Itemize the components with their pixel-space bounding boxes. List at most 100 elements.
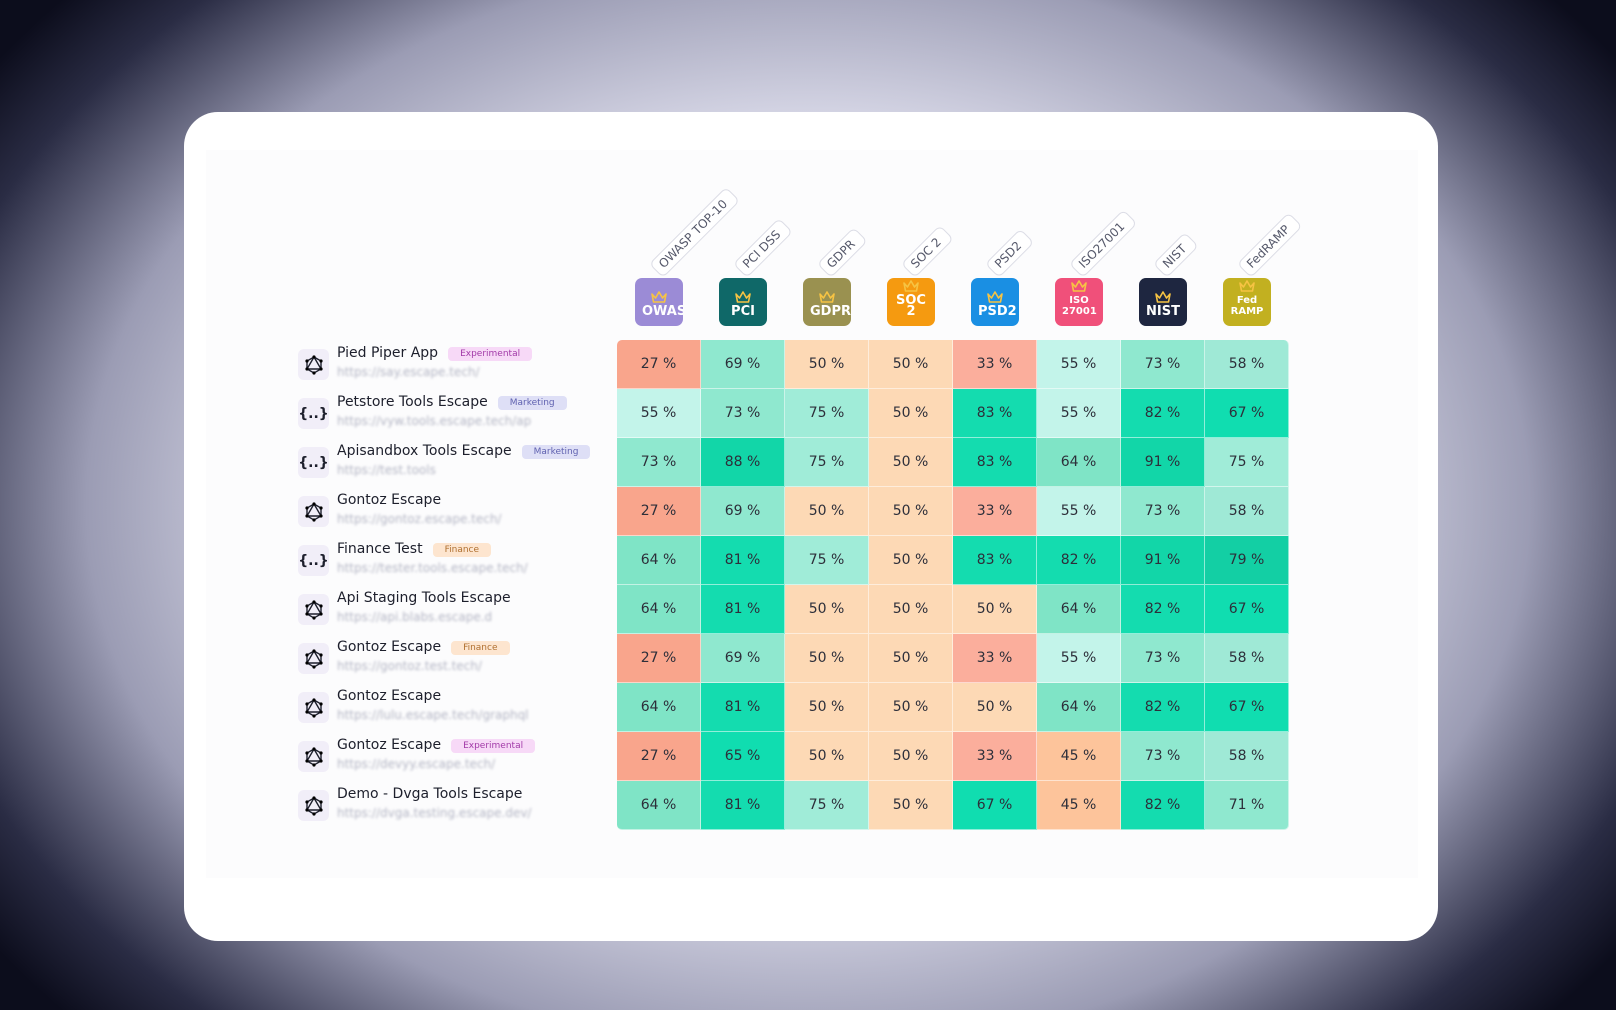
score-cell: 71 %	[1205, 781, 1289, 830]
score-cell: 67 %	[953, 781, 1037, 830]
score-cell: 50 %	[869, 683, 953, 732]
framework-icon: GDPR	[803, 278, 851, 326]
score-cell: 79 %	[1205, 536, 1289, 585]
score-cell: 50 %	[869, 438, 953, 487]
app-name[interactable]: Api Staging Tools Escape	[337, 590, 511, 606]
app-url: https://devyy.escape.tech/	[337, 757, 496, 771]
app-tag: Marketing	[497, 396, 567, 410]
framework-icon: PSD2	[971, 278, 1019, 326]
framework-icon: ISO 27001	[1055, 278, 1103, 326]
score-cell: 82 %	[1121, 683, 1205, 732]
score-cell: 50 %	[953, 683, 1037, 732]
framework-icon: OWASP	[635, 278, 683, 326]
score-cell: 33 %	[953, 732, 1037, 781]
score-cell: 55 %	[1037, 340, 1121, 389]
score-cell: 50 %	[869, 487, 953, 536]
framework-icon-text: ISO 27001	[1062, 295, 1097, 317]
score-cell: 73 %	[1121, 732, 1205, 781]
score-cell: 50 %	[869, 781, 953, 830]
score-cell: 27 %	[617, 732, 701, 781]
score-cell: 58 %	[1205, 634, 1289, 683]
score-cell: 67 %	[1205, 585, 1289, 634]
score-cell: 58 %	[1205, 487, 1289, 536]
app-url: https://lulu.escape.tech/graphql	[337, 708, 529, 722]
app-icon: {..}	[298, 545, 329, 576]
app-name[interactable]: Gontoz Escape	[337, 492, 442, 508]
app-tag: Marketing	[521, 445, 591, 459]
app-icon: {..}	[298, 398, 329, 429]
score-cell: 45 %	[1037, 781, 1121, 830]
app-name[interactable]: Demo - Dvga Tools Escape	[337, 786, 523, 802]
framework-icon-text: NIST	[1146, 304, 1180, 319]
score-cell: 75 %	[1205, 438, 1289, 487]
score-cell: 64 %	[1037, 438, 1121, 487]
score-cell: 83 %	[953, 389, 1037, 438]
score-cell: 50 %	[869, 585, 953, 634]
app-icon	[298, 496, 329, 527]
app-url: https://tester.tools.escape.tech/	[337, 561, 528, 575]
framework-icon-text: OWASP	[642, 304, 683, 319]
framework-icon: NIST	[1139, 278, 1187, 326]
framework-icon: SOC 2	[887, 278, 935, 326]
score-cell: 64 %	[617, 683, 701, 732]
score-cell: 83 %	[953, 438, 1037, 487]
score-cell: 64 %	[617, 781, 701, 830]
score-cell: 81 %	[701, 683, 785, 732]
score-cell: 50 %	[785, 732, 869, 781]
app-icon	[298, 594, 329, 625]
score-cell: 73 %	[1121, 487, 1205, 536]
score-cell: 50 %	[953, 585, 1037, 634]
app-name[interactable]: Gontoz Escape	[337, 639, 442, 655]
app-name[interactable]: Apisandbox Tools Escape	[337, 443, 512, 459]
app-tag: Finance	[451, 641, 510, 655]
framework-icon-text: SOC 2	[896, 293, 926, 319]
score-cell: 50 %	[785, 487, 869, 536]
app-url: https://api.blabs.escape.d	[337, 610, 493, 624]
app-icon	[298, 741, 329, 772]
score-cell: 83 %	[953, 536, 1037, 585]
app-url: https://dvga.testing.escape.dev/	[337, 806, 532, 820]
app-url: https://vyw.tools.escape.tech/ap	[337, 414, 532, 428]
app-icon	[298, 692, 329, 723]
score-cell: 64 %	[1037, 585, 1121, 634]
score-cell: 50 %	[869, 340, 953, 389]
score-cell: 73 %	[701, 389, 785, 438]
app-name[interactable]: Gontoz Escape	[337, 688, 442, 704]
score-cell: 82 %	[1121, 389, 1205, 438]
score-cell: 88 %	[701, 438, 785, 487]
score-cell: 75 %	[785, 536, 869, 585]
app-tag: Finance	[432, 543, 492, 557]
app-icon	[298, 643, 329, 674]
score-cell: 81 %	[701, 585, 785, 634]
app-name[interactable]: Gontoz Escape	[337, 737, 442, 753]
score-cell: 73 %	[1121, 340, 1205, 389]
app-icon	[298, 790, 329, 821]
score-cell: 58 %	[1205, 340, 1289, 389]
framework-icon-text: GDPR	[810, 304, 851, 319]
score-cell: 55 %	[1037, 389, 1121, 438]
score-cell: 50 %	[785, 585, 869, 634]
app-url: https://gontoz.test.tech/	[337, 659, 482, 673]
app-name[interactable]: Pied Piper App	[337, 345, 439, 361]
score-cell: 50 %	[869, 732, 953, 781]
score-cell: 64 %	[1037, 683, 1121, 732]
score-cell: 33 %	[953, 340, 1037, 389]
app-name[interactable]: Finance Test	[337, 541, 423, 557]
score-cell: 82 %	[1121, 585, 1205, 634]
app-icon	[298, 349, 329, 380]
app-tag: Experimental	[448, 347, 533, 361]
framework-icon-text: PCI	[731, 304, 755, 319]
score-cell: 50 %	[869, 634, 953, 683]
score-cell: 45 %	[1037, 732, 1121, 781]
score-cell: 50 %	[785, 683, 869, 732]
score-cell: 50 %	[785, 634, 869, 683]
score-cell: 55 %	[1037, 634, 1121, 683]
app-icon: {..}	[298, 447, 329, 478]
app-name[interactable]: Petstore Tools Escape	[337, 394, 488, 410]
score-cell: 50 %	[785, 340, 869, 389]
framework-icon-text: Fed RAMP	[1230, 295, 1264, 317]
score-cell: 64 %	[617, 536, 701, 585]
framework-icon: Fed RAMP	[1223, 278, 1271, 326]
score-cell: 55 %	[1037, 487, 1121, 536]
